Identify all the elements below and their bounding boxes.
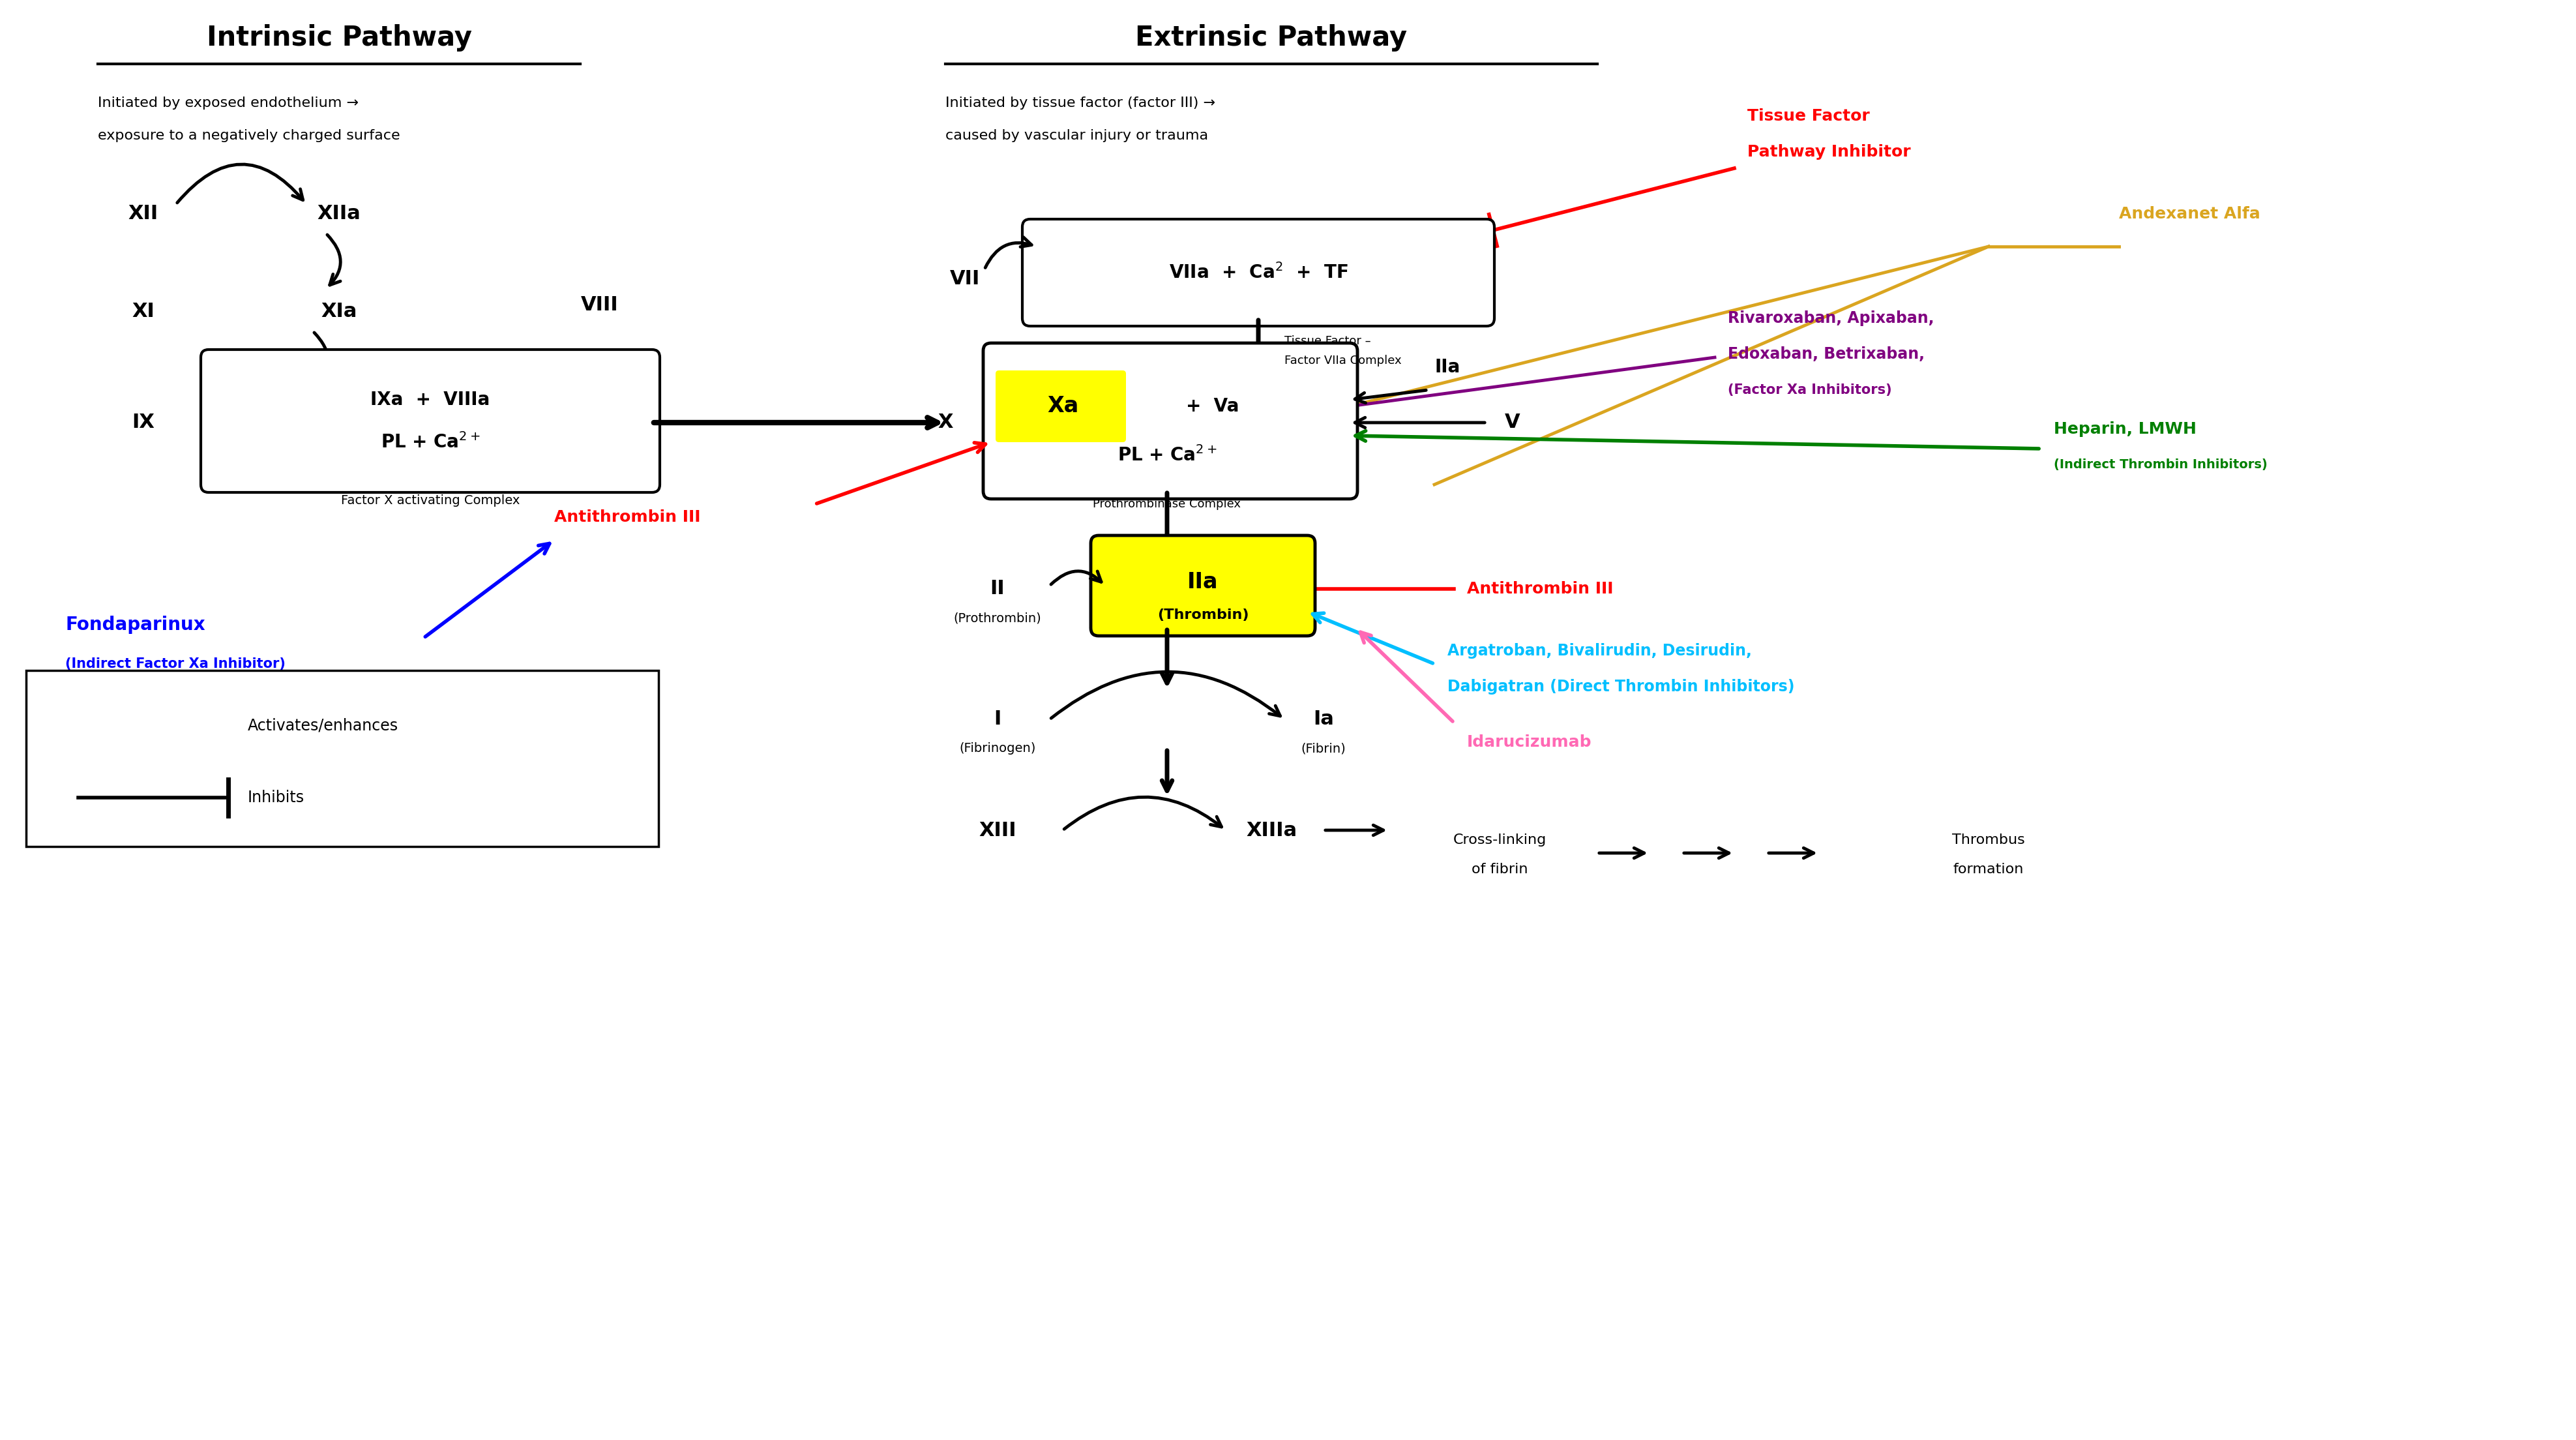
Text: IIa: IIa [585, 361, 613, 380]
Text: Antithrombin III: Antithrombin III [554, 510, 701, 526]
Text: Xa: Xa [1046, 396, 1079, 418]
Text: II: II [989, 579, 1005, 599]
Text: IXa  +  VIIIa: IXa + VIIIa [371, 390, 489, 409]
Text: XIIIa: XIIIa [1247, 821, 1296, 840]
Text: Argatroban, Bivalirudin, Desirudin,: Argatroban, Bivalirudin, Desirudin, [1448, 644, 1752, 658]
Text: Heparin, LMWH: Heparin, LMWH [2053, 422, 2197, 436]
Text: XI: XI [131, 302, 155, 321]
Text: Tissue Factor: Tissue Factor [1747, 108, 1870, 124]
Text: Cross-linking: Cross-linking [1453, 834, 1546, 847]
Text: Dabigatran (Direct Thrombin Inhibitors): Dabigatran (Direct Thrombin Inhibitors) [1448, 678, 1795, 694]
Text: Initiated by exposed endothelium →: Initiated by exposed endothelium → [98, 96, 358, 109]
Text: XIII: XIII [979, 821, 1018, 840]
Text: Intrinsic Pathway: Intrinsic Pathway [206, 24, 471, 52]
Text: PL + Ca$^{2+}$: PL + Ca$^{2+}$ [1118, 445, 1216, 465]
Text: (Fibrinogen): (Fibrinogen) [958, 743, 1036, 755]
Text: Rivaroxaban, Apixaban,: Rivaroxaban, Apixaban, [1728, 311, 1935, 325]
Text: formation: formation [1953, 863, 2025, 876]
Text: Andexanet Alfa: Andexanet Alfa [2120, 206, 2259, 222]
Text: XIIa: XIIa [317, 204, 361, 223]
FancyBboxPatch shape [201, 350, 659, 492]
Text: VIIa  +  Ca$^2$  +  TF: VIIa + Ca$^2$ + TF [1170, 264, 1347, 282]
Text: Inhibits: Inhibits [247, 789, 304, 805]
Text: Ia: Ia [1314, 710, 1334, 729]
Text: exposure to a negatively charged surface: exposure to a negatively charged surface [98, 130, 399, 143]
Text: Factor X activating Complex: Factor X activating Complex [340, 495, 520, 507]
Text: Edoxaban, Betrixaban,: Edoxaban, Betrixaban, [1728, 346, 1924, 361]
Text: caused by vascular injury or trauma: caused by vascular injury or trauma [945, 130, 1208, 143]
Text: XII: XII [129, 204, 160, 223]
Text: (Factor Xa Inhibitors): (Factor Xa Inhibitors) [1728, 383, 1891, 396]
Text: Pathway Inhibitor: Pathway Inhibitor [1747, 144, 1911, 160]
Text: (Prothrombin): (Prothrombin) [953, 612, 1041, 625]
Text: V: V [1504, 413, 1520, 432]
Text: (Indirect Thrombin Inhibitors): (Indirect Thrombin Inhibitors) [2053, 459, 2267, 471]
Text: Extrinsic Pathway: Extrinsic Pathway [1136, 24, 1406, 52]
FancyBboxPatch shape [994, 370, 1126, 442]
Text: +  Va: + Va [1185, 397, 1239, 415]
Text: Factor VIIa Complex: Factor VIIa Complex [1285, 354, 1401, 367]
Text: X: X [938, 413, 953, 432]
Text: VII: VII [951, 269, 979, 288]
FancyBboxPatch shape [1023, 219, 1494, 325]
FancyBboxPatch shape [26, 671, 659, 847]
Text: (Thrombin): (Thrombin) [1157, 609, 1249, 622]
Text: Activates/enhances: Activates/enhances [247, 719, 399, 734]
Text: IIa: IIa [1435, 359, 1461, 376]
Text: Idarucizumab: Idarucizumab [1466, 734, 1592, 750]
Text: VIII: VIII [582, 295, 618, 315]
FancyBboxPatch shape [984, 343, 1358, 498]
Text: of fibrin: of fibrin [1471, 863, 1528, 876]
Text: Thrombus: Thrombus [1953, 834, 2025, 847]
Text: Antithrombin III: Antithrombin III [1466, 582, 1613, 596]
Text: XIa: XIa [322, 302, 358, 321]
FancyBboxPatch shape [1090, 536, 1316, 636]
Text: PL + Ca$^{2+}$: PL + Ca$^{2+}$ [381, 432, 479, 452]
Text: Fondaparinux: Fondaparinux [64, 616, 206, 634]
Text: IX: IX [131, 413, 155, 432]
Text: IIa: IIa [1188, 572, 1218, 593]
Text: Prothrombinase Complex: Prothrombinase Complex [1092, 498, 1242, 510]
Text: I: I [994, 710, 1002, 729]
Text: (Indirect Factor Xa Inhibitor): (Indirect Factor Xa Inhibitor) [64, 658, 286, 671]
Text: Tissue Factor –: Tissue Factor – [1285, 336, 1370, 347]
Text: (Fibrin): (Fibrin) [1301, 743, 1345, 755]
Text: Initiated by tissue factor (factor III) →: Initiated by tissue factor (factor III) … [945, 96, 1216, 109]
